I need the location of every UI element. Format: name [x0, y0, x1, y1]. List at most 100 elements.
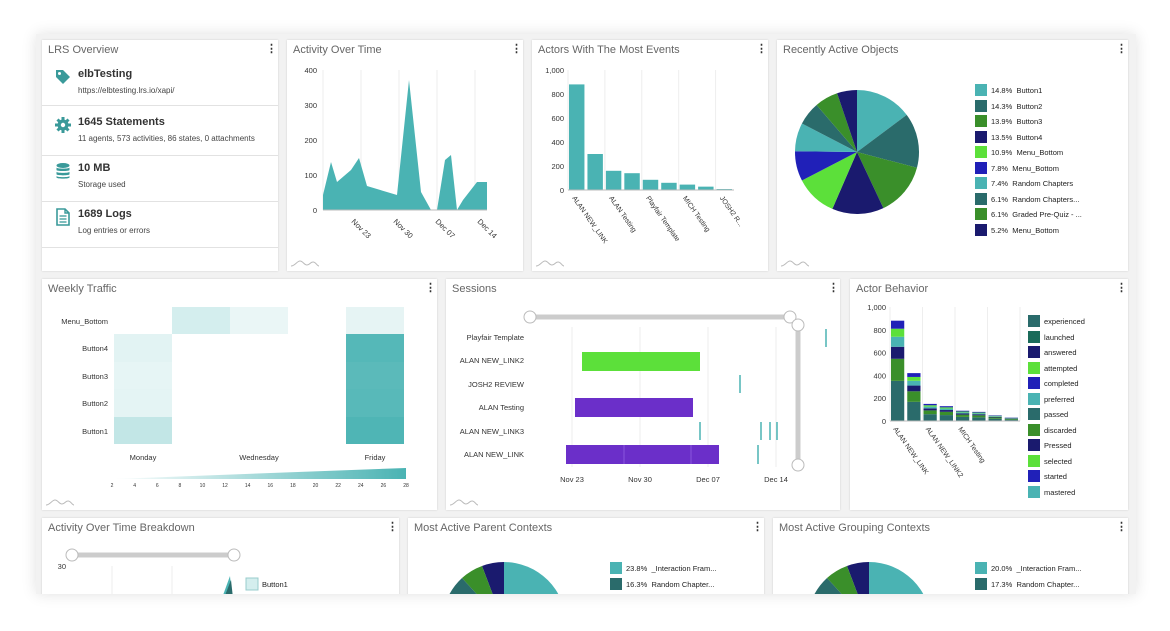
card-menu-icon[interactable] [1116, 283, 1120, 293]
bar-segment[interactable] [891, 336, 905, 347]
bar-segment[interactable] [972, 413, 986, 415]
legend-label: discarded [1044, 425, 1077, 435]
row-label: ALAN NEW_LINK [464, 450, 524, 459]
legend-swatch [975, 208, 987, 220]
bar-segment[interactable] [907, 373, 921, 377]
card-menu-icon[interactable] [1116, 44, 1120, 54]
x-tick-label: Dec 14 [476, 217, 499, 240]
legend-pct: 23.8% [626, 564, 648, 573]
bar-segment[interactable] [907, 376, 921, 381]
legend-label: Random Chapter... [1016, 579, 1080, 589]
bar-segment[interactable] [939, 407, 953, 409]
legend-label: Random Chapter... [651, 579, 715, 589]
bar-segment[interactable] [907, 391, 921, 402]
pie-slice[interactable] [816, 93, 857, 152]
bar[interactable] [624, 173, 640, 190]
bar-segment[interactable] [956, 410, 970, 412]
y-tick-label: 600 [551, 114, 564, 123]
range-handle-left[interactable] [523, 310, 537, 324]
legend-pct: 10.9% [991, 148, 1013, 157]
y-tick-label: 800 [551, 90, 564, 99]
bar-segment[interactable] [891, 358, 905, 381]
bar-segment[interactable] [972, 414, 986, 416]
bar-segment[interactable] [891, 346, 905, 359]
bar-segment[interactable] [1004, 419, 1018, 421]
range-handle-right[interactable] [227, 548, 241, 562]
bar-segment[interactable] [972, 417, 986, 421]
card-title: LRS Overview [48, 44, 119, 56]
bar-segment[interactable] [939, 408, 953, 411]
bar-segment[interactable] [923, 403, 937, 406]
pie-slice[interactable] [795, 151, 857, 181]
legend-label: launched [1044, 332, 1075, 342]
sparkline-icon [536, 260, 564, 267]
range-handle-top[interactable] [791, 318, 805, 332]
legend-swatch [975, 223, 987, 236]
pie-slice[interactable] [857, 90, 907, 152]
bar[interactable] [679, 184, 696, 190]
pie-slice[interactable] [801, 104, 857, 152]
bar-segment[interactable] [972, 415, 986, 418]
color-scale-bar [112, 468, 406, 479]
legend-swatch [1028, 392, 1040, 405]
bar-segment[interactable] [939, 406, 953, 408]
bar[interactable] [605, 170, 622, 190]
scale-tick-label: 22 [335, 483, 341, 489]
card-menu-icon[interactable] [266, 44, 270, 54]
bar-segment[interactable] [923, 408, 937, 411]
pie-slice[interactable] [801, 152, 857, 209]
pie-slice[interactable] [832, 152, 884, 214]
bar-segment[interactable] [923, 414, 937, 421]
bar-segment[interactable] [923, 406, 937, 409]
bar-segment[interactable] [891, 328, 905, 337]
bar-segment[interactable] [972, 411, 986, 413]
bar-segment[interactable] [891, 380, 905, 421]
activity-over-time-card: Activity Over Time 400 300 200 100 0 Nov… [287, 40, 523, 271]
bar-segment[interactable] [988, 418, 1002, 421]
bar-segment[interactable] [972, 412, 986, 414]
overview-row-storage: 10 MB Storage used [42, 162, 278, 202]
legend-swatch [975, 562, 987, 574]
range-handle-left[interactable] [65, 548, 79, 562]
bar-segment[interactable] [956, 416, 970, 421]
pie-slice[interactable] [795, 123, 857, 152]
bar-segment[interactable] [939, 410, 953, 412]
bar-segment[interactable] [956, 413, 970, 415]
heat-cell [172, 307, 230, 334]
bar[interactable] [698, 186, 714, 190]
bar-segment[interactable] [907, 401, 921, 421]
pie-slice[interactable] [837, 90, 857, 152]
pie-slice[interactable] [857, 152, 917, 209]
bar-segment[interactable] [956, 411, 970, 413]
bar-segment[interactable] [1004, 418, 1018, 420]
bar-segment[interactable] [939, 411, 953, 416]
bar[interactable] [642, 179, 659, 190]
bar-segment[interactable] [907, 380, 921, 386]
column-label: Friday [365, 453, 386, 462]
bar-segment[interactable] [907, 385, 921, 392]
bar[interactable] [587, 154, 603, 190]
bar-segment[interactable] [923, 410, 937, 415]
card-title: Activity Over Time [293, 44, 382, 56]
legend-label: preferred [1044, 394, 1075, 404]
gear-icon [55, 117, 71, 133]
endpoint-url[interactable]: https://elbtesting.lrs.io/xapi/ [78, 86, 175, 95]
pie-slice[interactable] [857, 114, 919, 168]
bar-segment[interactable] [988, 416, 1002, 417]
bar-segment[interactable] [988, 416, 1002, 418]
bar[interactable] [661, 182, 677, 190]
bar-segment[interactable] [939, 415, 953, 421]
card-menu-icon[interactable] [752, 522, 756, 532]
legend-swatch [975, 84, 987, 96]
scale-tick-label: 20 [313, 483, 319, 489]
storage-label: Storage used [78, 180, 126, 189]
bar[interactable] [569, 84, 585, 190]
bar-segment[interactable] [923, 405, 937, 407]
range-handle-right[interactable] [783, 310, 797, 324]
bar-segment[interactable] [956, 414, 970, 417]
range-handle-bottom[interactable] [791, 458, 805, 472]
bar-segment[interactable] [988, 417, 1002, 419]
bar-segment[interactable] [956, 412, 970, 414]
bar-segment[interactable] [891, 320, 905, 329]
card-menu-icon[interactable] [1116, 522, 1120, 532]
